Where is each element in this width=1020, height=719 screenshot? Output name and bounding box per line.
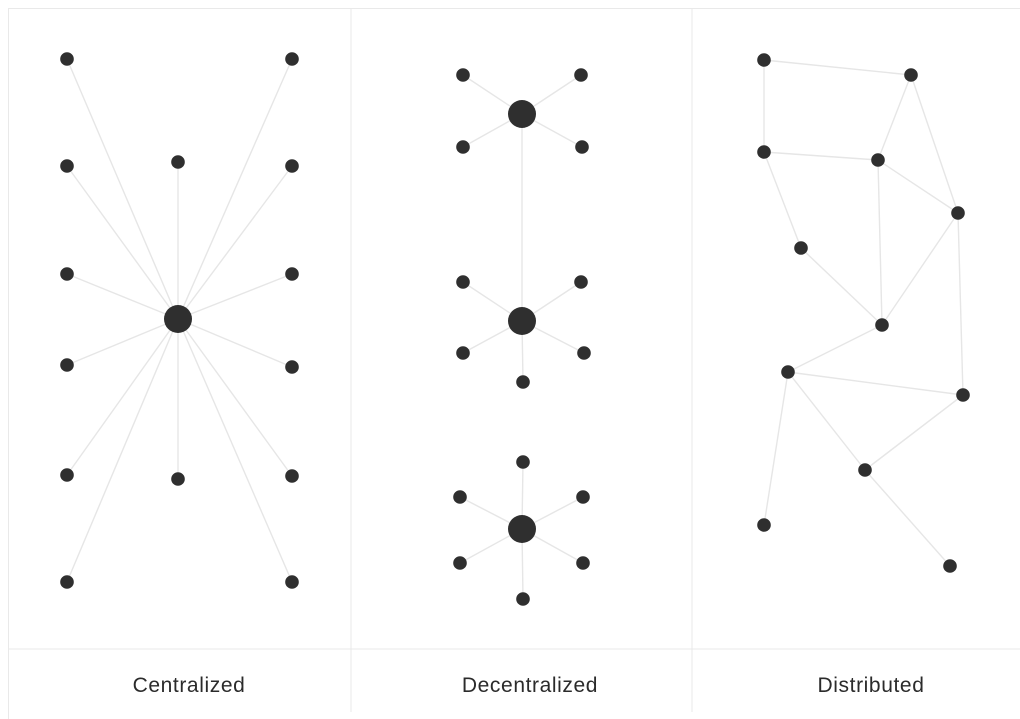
node-c6: [516, 592, 530, 606]
edge-n3-n6: [763, 151, 802, 249]
node-b1: [456, 275, 470, 289]
edge-n3-n4: [763, 151, 879, 161]
node-n4: [871, 153, 885, 167]
edge-n6-n7: [800, 247, 883, 326]
node-b4: [577, 346, 591, 360]
node-r3: [285, 267, 299, 281]
edge-n4-n5: [877, 159, 959, 214]
node-c5: [576, 556, 590, 570]
node-n9: [956, 388, 970, 402]
node-n1: [757, 53, 771, 67]
hub-node-hub: [164, 305, 192, 333]
edge-hub-r2: [177, 165, 293, 320]
edge-hub-l5: [66, 318, 179, 476]
panel-decentralized: [453, 68, 591, 606]
edge-hub-l1: [66, 58, 179, 320]
caption-centralized: Centralized: [132, 674, 246, 697]
node-n11: [757, 518, 771, 532]
edge-hub-r4: [177, 318, 293, 368]
edge-n10-n13: [864, 394, 964, 471]
node-b5: [516, 375, 530, 389]
node-r5: [285, 469, 299, 483]
node-bottom: [171, 472, 185, 486]
edge-hub-r5: [177, 318, 293, 477]
node-n2: [904, 68, 918, 82]
node-top: [171, 155, 185, 169]
edge-n10-n12: [864, 469, 951, 567]
edge-hub-r6: [177, 318, 293, 583]
edge-hub-r1: [177, 58, 293, 320]
node-n7: [875, 318, 889, 332]
node-n10: [858, 463, 872, 477]
edge-hub-l3: [66, 273, 179, 320]
node-a2: [574, 68, 588, 82]
node-l1: [60, 52, 74, 66]
network-canvas: [9, 9, 1020, 712]
node-c2: [453, 490, 467, 504]
network-diagram: Centralized Decentralized Distributed: [8, 8, 1020, 719]
edge-hub-l6: [66, 318, 179, 583]
edge-n2-n4: [877, 74, 912, 161]
node-r6: [285, 575, 299, 589]
edge-n5-n7: [881, 212, 959, 326]
node-c1: [516, 455, 530, 469]
node-c4: [453, 556, 467, 570]
node-l5: [60, 468, 74, 482]
edge-n7-n8: [787, 324, 883, 373]
edge-n2-n5: [910, 74, 959, 214]
node-n6: [794, 241, 808, 255]
node-a1: [456, 68, 470, 82]
edge-n8-n11: [763, 371, 789, 526]
edge-hub-r3: [177, 273, 293, 320]
hub-node-h1: [508, 100, 536, 128]
node-n5: [951, 206, 965, 220]
edge-n8-n9: [787, 371, 964, 396]
node-n12: [943, 559, 957, 573]
node-a3: [456, 140, 470, 154]
node-c3: [576, 490, 590, 504]
node-a4: [575, 140, 589, 154]
hub-node-h3: [508, 515, 536, 543]
edge-n1-n2: [763, 59, 912, 76]
edge-n4-n7: [877, 159, 883, 326]
node-b2: [574, 275, 588, 289]
node-r4: [285, 360, 299, 374]
hub-node-h2: [508, 307, 536, 335]
node-b3: [456, 346, 470, 360]
panel-centralized: [60, 52, 299, 589]
node-l3: [60, 267, 74, 281]
node-l6: [60, 575, 74, 589]
node-r1: [285, 52, 299, 66]
node-r2: [285, 159, 299, 173]
node-n8: [781, 365, 795, 379]
edge-hub-l2: [66, 165, 179, 320]
edge-n5-n9: [957, 212, 964, 396]
edge-hub-l4: [66, 318, 179, 366]
caption-decentralized: Decentralized: [461, 674, 599, 697]
caption-distributed: Distributed: [817, 674, 925, 697]
node-l2: [60, 159, 74, 173]
edge-n8-n10: [787, 371, 866, 471]
panel-distributed: [757, 53, 970, 573]
node-l4: [60, 358, 74, 372]
node-n3: [757, 145, 771, 159]
